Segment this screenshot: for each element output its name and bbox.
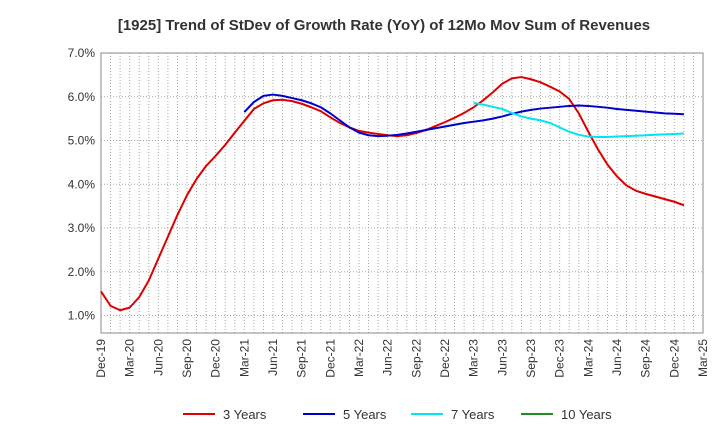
y-tick-label: 6.0% [68, 90, 96, 104]
x-tick-label: Jun-21 [266, 339, 280, 376]
x-tick-label: Dec-23 [553, 339, 567, 378]
chart-title: [1925] Trend of StDev of Growth Rate (Yo… [118, 17, 650, 34]
x-tick-label: Dec-21 [323, 339, 337, 378]
x-axis: Dec-19 Mar-20 Jun-20 Sep-20 Dec-20 Mar-21 Jun-… [94, 339, 710, 378]
x-tick-label: Mar-20 [123, 339, 137, 377]
legend-label: 10 Years [561, 407, 612, 422]
x-tick-label: Sep-23 [524, 339, 538, 378]
y-axis: 1.0% 2.0% 3.0% 4.0% 5.0% 6.0% 7.0% [68, 46, 96, 323]
series-lines [100, 76, 685, 312]
y-tick-label: 7.0% [68, 46, 96, 60]
series-line-7-years [473, 101, 684, 138]
y-tick-label: 5.0% [68, 134, 96, 148]
x-tick-label: Jun-20 [151, 339, 165, 376]
legend: 3 Years 5 Years 7 Years 10 Years [183, 407, 612, 422]
y-tick-label: 2.0% [68, 265, 96, 279]
x-tick-label: Dec-19 [94, 339, 108, 378]
x-tick-label: Sep-24 [639, 339, 653, 378]
y-tick-label: 3.0% [68, 221, 96, 235]
x-tick-label: Jun-24 [610, 339, 624, 376]
y-tick-label: 1.0% [68, 309, 96, 323]
legend-label: 5 Years [343, 407, 387, 422]
x-tick-label: Jun-23 [495, 339, 509, 376]
x-tick-label: Dec-24 [667, 339, 681, 378]
x-tick-label: Mar-21 [237, 339, 251, 377]
legend-label: 3 Years [223, 407, 267, 422]
legend-label: 7 Years [451, 407, 495, 422]
x-tick-label: Sep-20 [180, 339, 194, 378]
grid-lines [101, 52, 703, 333]
y-tick-label: 4.0% [68, 177, 96, 191]
x-tick-label: Jun-22 [381, 339, 395, 376]
x-tick-label: Mar-24 [581, 339, 595, 377]
x-tick-label: Dec-22 [438, 339, 452, 378]
plot-area [100, 52, 704, 334]
x-tick-label: Mar-23 [467, 339, 481, 377]
x-tick-label: Mar-25 [696, 339, 710, 377]
x-tick-label: Mar-22 [352, 339, 366, 377]
series-line-5-years [243, 93, 684, 138]
x-tick-label: Sep-22 [409, 339, 423, 378]
series-line-3-years [100, 76, 685, 312]
x-tick-label: Dec-20 [209, 339, 223, 378]
x-tick-label: Sep-21 [295, 339, 309, 378]
